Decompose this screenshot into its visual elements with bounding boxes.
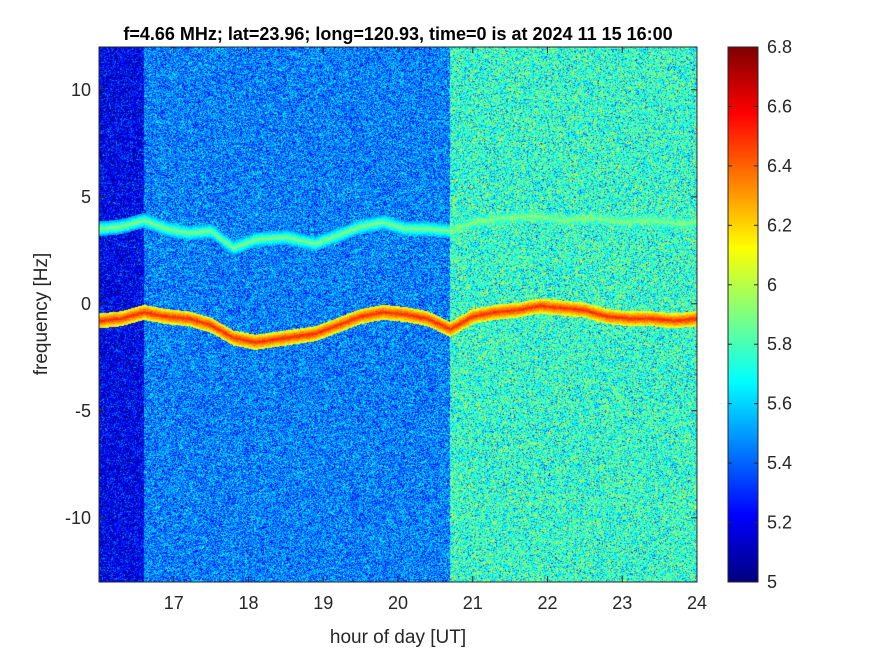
colorbar: 6.8 6.6 6.4 6.2 6 5.8 5.6 5.4 5.2 5 [727,37,792,592]
colorbar-frame [727,46,759,583]
colorbar-tick-label: 6.4 [767,156,792,176]
ridge-trace-1 [98,305,698,344]
spectrogram-heatmap [99,47,697,582]
x-tick-label: 21 [463,593,483,613]
colorbar-tick-label: 6.2 [767,215,792,235]
ridge-traces [98,215,698,344]
y-tick-label: -5 [75,401,91,421]
colorbar-tick-label: 5 [767,572,777,592]
x-tick-label: 19 [313,593,333,613]
x-tick-label: 18 [238,593,258,613]
colorbar-tick-label: 6 [767,275,777,295]
x-tick-label: 24 [687,593,707,613]
y-tick-label: 5 [81,187,91,207]
x-axis: 17 18 19 20 21 22 23 24 [164,47,707,613]
x-tick-label: 17 [164,593,184,613]
colorbar-ticks: 6.8 6.6 6.4 6.2 6 5.8 5.6 5.4 5.2 5 [728,37,792,592]
y-axis: 10 5 0 -5 -10 [65,80,697,528]
colorbar-tick-label: 5.4 [767,453,792,473]
colorbar-tick-label: 5.8 [767,334,792,354]
y-tick-label: 0 [81,294,91,314]
y-tick-label: 10 [71,80,91,100]
plot-area [98,46,698,583]
colorbar-tick-label: 6.8 [767,37,792,57]
colorbar-tick-label: 5.6 [767,394,792,414]
colorbar-tick-label: 6.6 [767,96,792,116]
ridge-trace-2 [98,215,698,250]
x-tick-label: 22 [537,593,557,613]
x-tick-label: 23 [612,593,632,613]
y-tick-label: -10 [65,508,91,528]
x-axis-label: hour of day [UT] [330,627,466,648]
chart-title: f=4.66 MHz; lat=23.96; long=120.93, time… [123,24,672,44]
colorbar-tick-label: 5.2 [767,513,792,533]
x-tick-label: 20 [388,593,408,613]
colorbar-gradient [728,47,758,582]
y-axis-label: frequency [Hz] [31,253,52,376]
